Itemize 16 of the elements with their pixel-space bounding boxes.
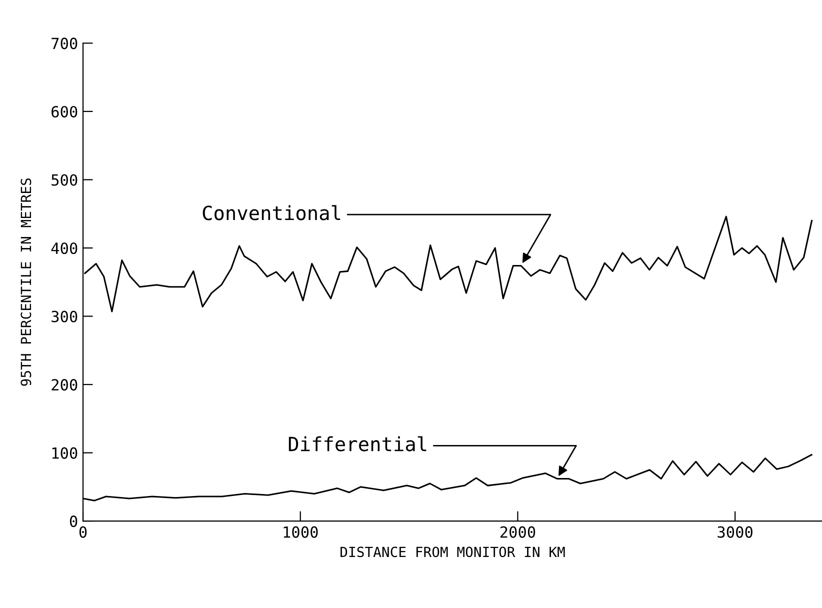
y-tick-label: 700 (52, 38, 78, 50)
x-axis-title: DISTANCE FROM MONITOR IN KM (340, 546, 565, 558)
y-tick-label: 0 (70, 516, 78, 528)
y-tick-label: 500 (52, 174, 78, 186)
x-tick-label: 2000 (500, 526, 536, 538)
y-tick-label: 400 (51, 242, 78, 254)
annotation: Differential (288, 436, 426, 452)
annotation: Conventional (202, 205, 340, 220)
x-tick-label: 3000 (718, 526, 752, 538)
y-tick-label: 600 (52, 106, 78, 118)
y-tick-label: 300 (52, 310, 78, 322)
y-tick-label: 200 (52, 379, 78, 391)
x-tick-label: 1000 (284, 526, 318, 538)
y-axis-title: 95TH PERCENTILE IN METRES (20, 178, 32, 386)
x-tick-label: 0 (79, 526, 87, 538)
y-tick-label: 100 (52, 447, 78, 459)
